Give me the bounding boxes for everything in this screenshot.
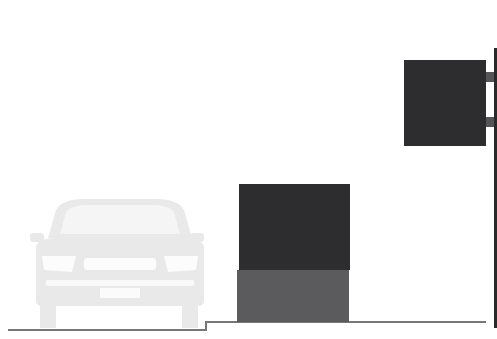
vertical-pole-icon <box>494 48 497 328</box>
bracket-bottom <box>486 117 494 127</box>
car-mirror-left <box>30 233 44 242</box>
car-front-icon <box>30 199 204 328</box>
ground-line-icon <box>8 321 486 331</box>
wall-mounted-box-icon <box>404 60 486 146</box>
car-body <box>36 238 204 306</box>
car-grille <box>84 258 156 270</box>
car-headlight-right <box>164 256 198 272</box>
box-icon <box>239 184 350 270</box>
car-bumper <box>46 280 194 286</box>
car-license-plate <box>100 288 140 298</box>
bracket-top <box>486 72 494 82</box>
base-block-icon <box>237 270 349 322</box>
car-tyre-right <box>182 306 198 328</box>
car-windshield <box>60 205 180 234</box>
car-headlight-left <box>42 256 76 272</box>
car-tyre-left <box>40 306 56 328</box>
